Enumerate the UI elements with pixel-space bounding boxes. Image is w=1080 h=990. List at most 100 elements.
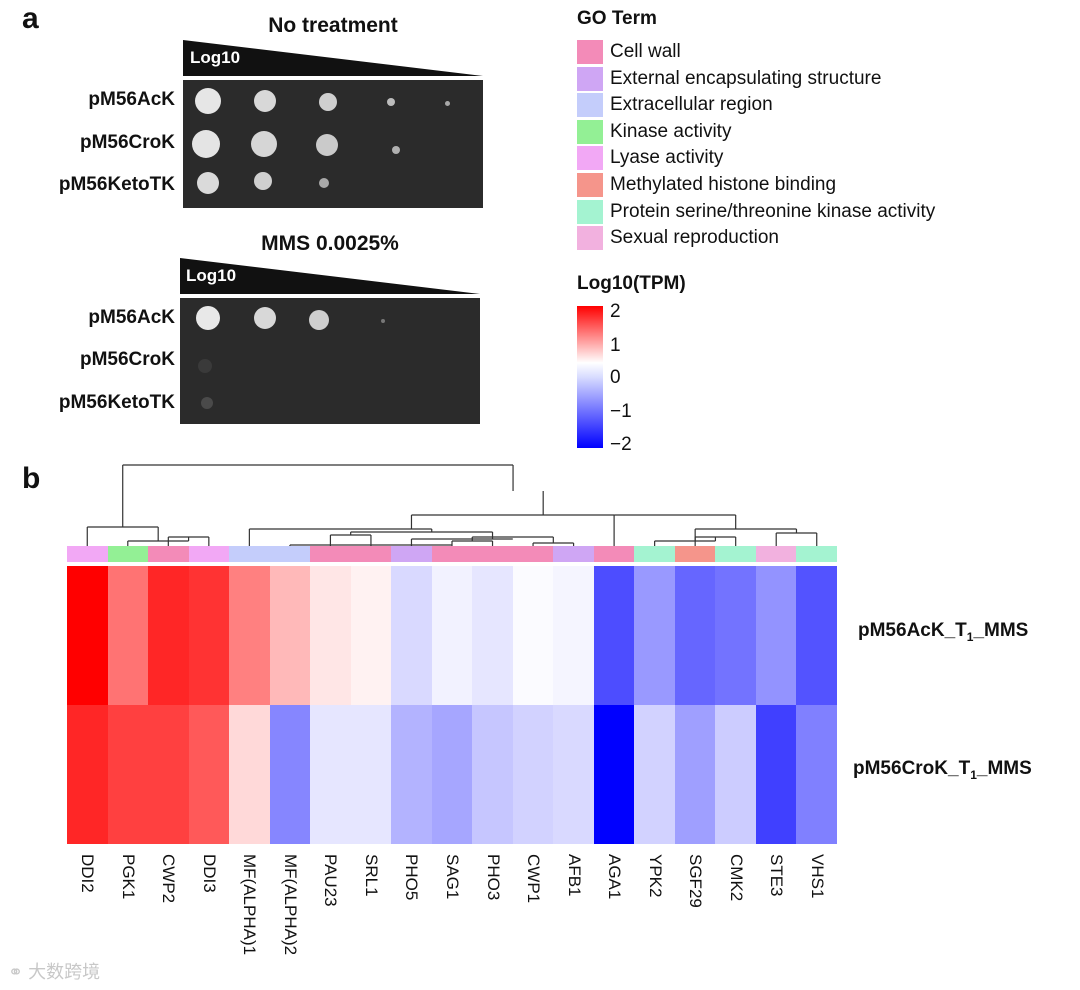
colony-spot	[195, 88, 221, 114]
heatmap-cell	[755, 705, 797, 844]
heatmap-cell	[391, 705, 433, 844]
gene-label: CWP2	[159, 854, 179, 904]
watermark-text: 大数跨境	[28, 962, 101, 982]
go-annotation-cell	[512, 546, 554, 562]
gene-label: SAG1	[443, 854, 462, 900]
column-dendrogram	[86, 464, 818, 547]
go-legend-label: Kinase activity	[610, 120, 732, 142]
color-scale-bar	[577, 306, 603, 448]
go-annotation-cell	[472, 546, 514, 562]
plate-title-mms: MMS 0.0025%	[261, 232, 399, 255]
go-annotation-cell	[715, 546, 757, 562]
go-legend-swatch	[577, 146, 603, 171]
heatmap-cell	[593, 705, 635, 844]
go-legend-swatch	[577, 199, 603, 224]
colony-spot	[316, 134, 338, 156]
gene-label: YPK2	[645, 854, 665, 898]
go-annotation-cell	[350, 546, 392, 562]
heatmap-cell	[634, 566, 676, 705]
colony-spot	[254, 90, 276, 112]
dilution-wedge-1	[183, 40, 483, 76]
gene-label: STE3	[767, 854, 787, 897]
heatmap-cell	[553, 705, 595, 844]
gene-label: SRL1	[361, 854, 381, 897]
go-legend-item: Kinase activity	[577, 119, 732, 144]
colony-spot	[201, 397, 213, 409]
go-legend-label: External encapsulating structure	[610, 67, 882, 89]
gene-label: SGF29	[686, 854, 706, 908]
go-annotation-cell	[310, 546, 352, 562]
colony-spot	[198, 359, 212, 373]
wedge-label-2: Log10	[186, 266, 237, 285]
heatmap-cell	[472, 566, 514, 705]
color-scale-title: Log10(TPM)	[577, 273, 686, 294]
go-legend-label: Lyase activity	[610, 147, 724, 169]
scale-tick: −1	[610, 401, 632, 422]
go-legend-label: Methylated histone binding	[610, 174, 837, 195]
heatmap-cell	[107, 566, 149, 705]
colony-spot	[392, 146, 400, 154]
strain-label: pM56AcK	[88, 307, 175, 328]
go-legend-swatch	[577, 173, 603, 197]
watermark: ⚭ 大数跨境	[8, 958, 100, 984]
go-annotation-cell	[553, 546, 595, 562]
heatmap-cell	[148, 566, 190, 705]
gene-label: PHO5	[402, 854, 422, 901]
heatmap-cell	[553, 566, 595, 705]
go-legend-swatch	[577, 93, 603, 118]
heatmap-cell	[431, 566, 473, 705]
heatmap-cell	[310, 705, 352, 844]
go-annotation-cell	[593, 546, 635, 562]
go-legend-item: Cell wall	[577, 40, 681, 64]
gene-label: MF(ALPHA)1	[240, 854, 260, 956]
heatmap-cell	[634, 705, 676, 844]
heatmap-cell	[472, 705, 514, 844]
colony-spot	[319, 178, 329, 188]
go-legend-swatch	[577, 66, 603, 91]
wedge-label-1: Log10	[190, 48, 241, 67]
go-annotation-cell	[431, 546, 473, 562]
strain-label: pM56KetoTK	[58, 174, 175, 195]
colony-spot	[251, 131, 277, 157]
go-annotation-cell	[269, 546, 311, 562]
go-annotation-cell	[674, 546, 716, 562]
go-annotation-cell	[148, 546, 190, 562]
scale-tick: 2	[610, 301, 621, 322]
gene-label: AGA1	[605, 854, 625, 900]
go-legend-title: GO Term	[577, 8, 657, 29]
heatmap-cell	[67, 705, 109, 844]
go-legend-label: Sexual reproduction	[610, 227, 779, 249]
gene-label: AFB1	[564, 854, 584, 897]
colony-spot	[192, 130, 220, 158]
gene-label: DDI2	[78, 854, 98, 893]
go-legend-item: Sexual reproduction	[577, 226, 779, 251]
heatmap-cell	[350, 705, 392, 844]
colony-spot	[381, 319, 385, 323]
gene-label: PAU23	[321, 854, 341, 907]
go-legend-swatch	[577, 40, 603, 64]
panel-a-letter: a	[22, 2, 39, 35]
go-legend-label: Extracellular region	[610, 94, 773, 116]
heatmap-cell	[310, 566, 352, 705]
go-legend-swatch	[577, 119, 603, 144]
scale-tick: −2	[610, 434, 632, 455]
plate-mms	[180, 298, 480, 424]
go-legend-item: Methylated histone binding	[577, 173, 836, 197]
heatmap-cell	[796, 705, 838, 844]
colony-spot	[254, 172, 272, 190]
strain-label: pM56AcK	[88, 89, 175, 110]
heatmap-cell	[796, 566, 838, 705]
go-annotation-cell	[796, 546, 838, 562]
colony-spot	[309, 310, 329, 330]
go-legend-swatch	[577, 226, 603, 251]
colony-spot	[254, 307, 276, 329]
heatmap-cell	[674, 705, 716, 844]
strain-label: pM56KetoTK	[58, 392, 175, 413]
heatmap-cell	[391, 566, 433, 705]
watermark-logo-icon: ⚭	[8, 962, 24, 982]
heatmap-cell	[715, 566, 757, 705]
gene-label: PHO3	[483, 854, 503, 901]
go-legend-item: Extracellular region	[577, 93, 773, 118]
heatmap-cell	[593, 566, 635, 705]
gene-label: DDI3	[199, 854, 219, 893]
